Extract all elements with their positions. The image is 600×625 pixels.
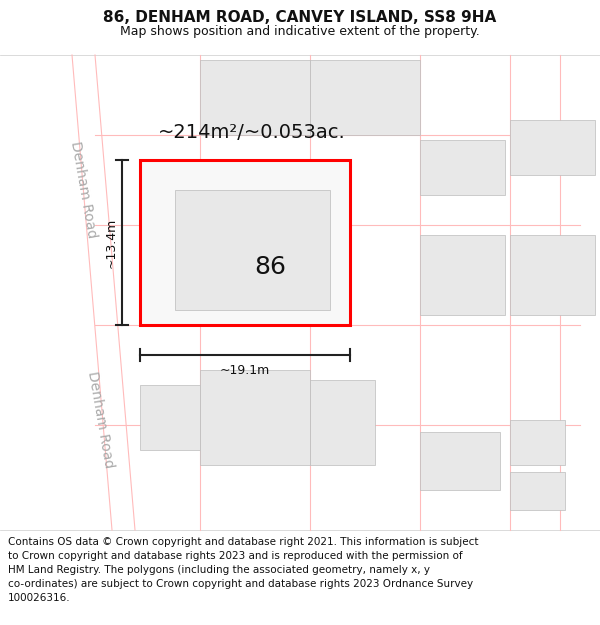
Text: co-ordinates) are subject to Crown copyright and database rights 2023 Ordnance S: co-ordinates) are subject to Crown copyr…: [8, 579, 473, 589]
Bar: [420, 432, 500, 490]
Text: Denham Road: Denham Road: [85, 371, 115, 469]
Text: to Crown copyright and database rights 2023 and is reproduced with the permissio: to Crown copyright and database rights 2…: [8, 551, 463, 561]
Bar: [310, 380, 375, 465]
Bar: [140, 160, 350, 325]
Bar: [310, 60, 420, 135]
Bar: [175, 190, 330, 310]
Bar: [510, 235, 595, 315]
Bar: [510, 472, 565, 510]
Text: ~214m²/~0.053ac.: ~214m²/~0.053ac.: [158, 122, 346, 141]
Bar: [140, 385, 200, 450]
Bar: [510, 120, 595, 175]
Text: ~13.4m: ~13.4m: [104, 217, 118, 268]
Text: Contains OS data © Crown copyright and database right 2021. This information is : Contains OS data © Crown copyright and d…: [8, 537, 479, 547]
Bar: [420, 140, 505, 195]
Bar: [510, 420, 565, 465]
Bar: [200, 370, 310, 465]
Bar: [200, 60, 310, 135]
Bar: [420, 235, 505, 315]
Text: HM Land Registry. The polygons (including the associated geometry, namely x, y: HM Land Registry. The polygons (includin…: [8, 565, 430, 575]
Text: Map shows position and indicative extent of the property.: Map shows position and indicative extent…: [120, 26, 480, 39]
Text: ~19.1m: ~19.1m: [220, 364, 270, 376]
Bar: [0, 55, 600, 530]
Text: 86, DENHAM ROAD, CANVEY ISLAND, SS8 9HA: 86, DENHAM ROAD, CANVEY ISLAND, SS8 9HA: [103, 9, 497, 24]
Text: Denham Road: Denham Road: [68, 141, 98, 239]
Text: 86: 86: [254, 255, 286, 279]
Text: 100026316.: 100026316.: [8, 593, 71, 603]
